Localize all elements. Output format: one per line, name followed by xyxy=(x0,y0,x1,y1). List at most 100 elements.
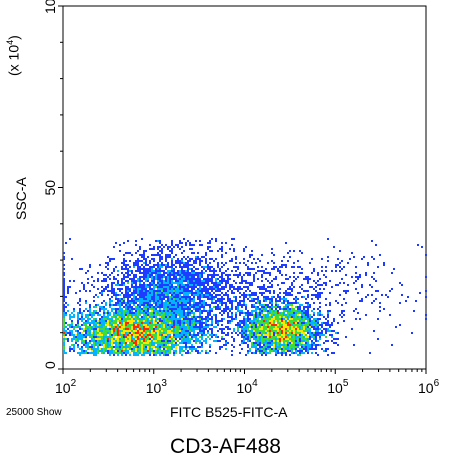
event-dot xyxy=(115,334,117,336)
event-dot xyxy=(121,262,123,264)
event-dot xyxy=(271,330,273,332)
event-dot xyxy=(323,328,325,330)
event-dot xyxy=(165,326,167,328)
event-dot xyxy=(91,350,93,352)
event-dot xyxy=(197,296,199,298)
event-dot xyxy=(123,334,125,336)
event-dot xyxy=(369,352,371,354)
event-dot xyxy=(93,334,95,336)
event-dot xyxy=(77,352,79,354)
event-dot xyxy=(301,316,303,318)
event-dot xyxy=(115,330,117,332)
event-dot xyxy=(311,294,313,296)
event-dot xyxy=(251,312,253,314)
event-dot xyxy=(243,340,245,342)
event-dot xyxy=(95,318,97,320)
event-dot xyxy=(71,322,73,324)
event-dot xyxy=(201,256,203,258)
event-dot xyxy=(189,248,191,250)
event-dot xyxy=(193,326,195,328)
event-dot xyxy=(153,278,155,280)
event-dot xyxy=(301,284,303,286)
event-dot xyxy=(215,318,217,320)
event-dot xyxy=(123,320,125,322)
event-dot xyxy=(285,334,287,336)
event-dot xyxy=(183,302,185,304)
event-dot xyxy=(217,266,219,268)
event-dot xyxy=(73,350,75,352)
event-dot xyxy=(183,322,185,324)
event-dot xyxy=(255,352,257,354)
event-dot xyxy=(145,262,147,264)
event-dot xyxy=(301,352,303,354)
event-dot xyxy=(157,270,159,272)
event-dot xyxy=(99,310,101,312)
event-dot xyxy=(101,332,103,334)
event-dot xyxy=(161,330,163,332)
event-dot xyxy=(157,298,159,300)
event-dot xyxy=(285,290,287,292)
event-dot xyxy=(247,272,249,274)
event-dot xyxy=(131,292,133,294)
event-dot xyxy=(183,266,185,268)
event-dot xyxy=(307,278,309,280)
event-dot xyxy=(117,282,119,284)
event-dot xyxy=(301,272,303,274)
event-dot xyxy=(177,270,179,272)
event-dot xyxy=(243,274,245,276)
event-dot xyxy=(263,338,265,340)
event-dot xyxy=(305,348,307,350)
event-dot xyxy=(177,330,179,332)
event-dot xyxy=(319,312,321,314)
event-dot xyxy=(261,280,263,282)
event-dot xyxy=(361,298,363,300)
event-dot xyxy=(267,332,269,334)
event-dot xyxy=(373,278,375,280)
event-dot xyxy=(285,340,287,342)
event-dot xyxy=(105,266,107,268)
event-dot xyxy=(109,334,111,336)
event-dot xyxy=(141,350,143,352)
event-dot xyxy=(185,318,187,320)
event-dot xyxy=(139,280,141,282)
event-dot xyxy=(137,300,139,302)
event-dot xyxy=(95,334,97,336)
event-dot xyxy=(87,328,89,330)
event-dot xyxy=(167,280,169,282)
event-dot xyxy=(315,290,317,292)
event-dot xyxy=(201,316,203,318)
event-dot xyxy=(285,338,287,340)
event-dot xyxy=(81,320,83,322)
event-dot xyxy=(131,344,133,346)
event-dot xyxy=(133,342,135,344)
event-dot xyxy=(257,258,259,260)
event-dot xyxy=(139,282,141,284)
event-dot xyxy=(161,352,163,354)
event-dot xyxy=(155,284,157,286)
event-dot xyxy=(253,330,255,332)
event-dot xyxy=(323,350,325,352)
event-dot xyxy=(275,324,277,326)
event-dot xyxy=(161,314,163,316)
event-dot xyxy=(271,248,273,250)
event-dot xyxy=(177,260,179,262)
event-dot xyxy=(171,252,173,254)
event-dot xyxy=(171,328,173,330)
event-dot xyxy=(191,324,193,326)
event-dot xyxy=(135,252,137,254)
event-dot xyxy=(283,264,285,266)
event-dot xyxy=(109,314,111,316)
event-dot xyxy=(309,262,311,264)
event-dot xyxy=(151,268,153,270)
event-dot xyxy=(133,282,135,284)
event-dot xyxy=(171,324,173,326)
event-dot xyxy=(111,320,113,322)
event-dot xyxy=(277,316,279,318)
event-dot xyxy=(149,302,151,304)
event-dot xyxy=(263,284,265,286)
event-dot xyxy=(321,330,323,332)
event-dot xyxy=(285,306,287,308)
event-dot xyxy=(175,272,177,274)
event-dot xyxy=(285,324,287,326)
event-dot xyxy=(303,326,305,328)
